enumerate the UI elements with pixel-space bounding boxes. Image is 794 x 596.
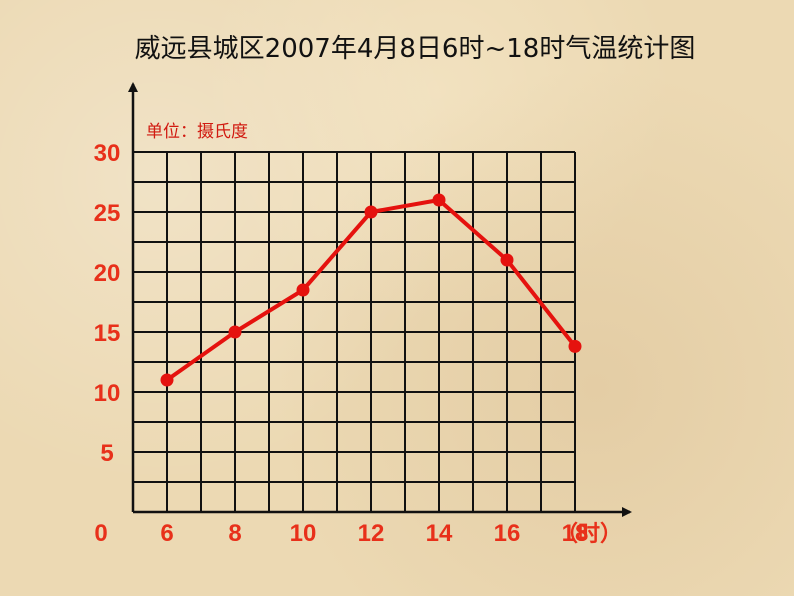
origin-label: 0 [94,520,107,547]
x-tick-labels: 6 8 10 12 14 16 18 [160,520,588,547]
y-tick-label: 20 [94,260,121,287]
data-point [364,205,378,219]
x-tick-label: 10 [290,520,317,547]
x-tick-label: 16 [494,520,521,547]
data-point [500,253,514,267]
data-point [228,325,242,339]
y-tick-label: 15 [94,320,121,347]
unit-label: 单位：摄氏度 [146,122,248,142]
y-tick-label: 10 [94,380,121,407]
chart-title: 威远县城区2007年4月8日6时~18时气温统计图 [135,34,696,64]
x-tick-label: 18 [562,520,589,547]
x-tick-label: 8 [228,520,241,547]
data-point [568,339,582,353]
x-tick-label: 6 [160,520,173,547]
data-point [160,373,174,387]
y-tick-label: 25 [94,200,121,227]
data-point [296,283,310,297]
series-layer [160,193,582,387]
y-tick-label: 30 [94,140,121,167]
x-tick-label: 14 [426,520,453,547]
x-unit-label: （时） [556,522,622,547]
y-tick-labels: 5 10 15 20 25 30 [94,140,121,467]
chart-grid [132,151,576,513]
y-tick-label: 5 [100,440,113,467]
data-point [432,193,446,207]
x-tick-label: 12 [358,520,385,547]
